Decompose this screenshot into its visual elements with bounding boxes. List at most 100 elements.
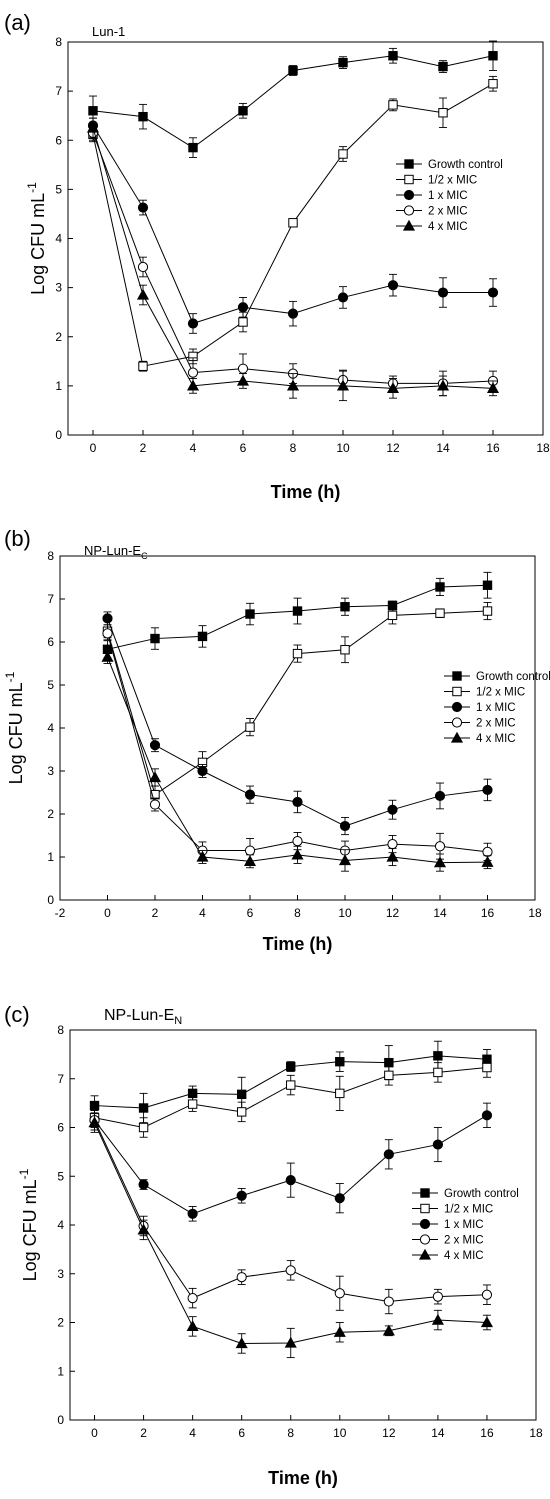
data-point <box>482 784 493 796</box>
data-point <box>339 820 351 832</box>
data-point <box>403 189 415 201</box>
panel-title-text: Lun-1 <box>92 24 125 39</box>
data-point <box>382 1324 395 1336</box>
x-axis-label: Time (h) <box>268 1468 338 1488</box>
data-point <box>338 149 348 159</box>
data-point <box>482 1062 492 1073</box>
data-point <box>383 1296 394 1307</box>
series-line <box>107 656 488 864</box>
data-point <box>235 1337 248 1349</box>
data-point <box>196 850 209 862</box>
data-point <box>336 379 350 391</box>
data-point <box>482 580 493 590</box>
data-point <box>482 846 493 857</box>
data-point <box>420 1203 430 1214</box>
data-point <box>404 159 414 169</box>
x-tick-label: 14 <box>436 441 450 455</box>
x-tick-label: 18 <box>536 441 550 455</box>
data-point <box>138 1122 149 1133</box>
data-point <box>86 121 100 133</box>
y-tick-label: 3 <box>57 1267 64 1281</box>
series-1-2-x-mic <box>102 601 493 804</box>
data-point <box>452 671 462 681</box>
y-axis-label: Log CFU mL-1 <box>17 1168 40 1281</box>
data-point <box>482 606 493 616</box>
data-point <box>187 318 199 329</box>
y-tick-label: 2 <box>57 1316 64 1330</box>
y-tick-label: 1 <box>57 1364 64 1378</box>
data-point <box>88 1116 101 1128</box>
x-tick-label: -2 <box>55 906 66 920</box>
y-tick-label: 4 <box>57 1218 64 1232</box>
y-tick-label: 5 <box>57 1169 64 1183</box>
legend-label: 4 x MIC <box>444 1250 484 1262</box>
data-point <box>288 65 298 76</box>
legend: Growth control 1/2 x MIC 1 x MIC 2 x MIC 4 x… <box>412 1188 519 1262</box>
x-axis-label: Time (h) <box>263 934 333 954</box>
data-point <box>150 633 160 644</box>
data-point <box>338 854 352 866</box>
data-point <box>292 835 303 847</box>
data-point <box>404 174 414 185</box>
x-tick-label: 2 <box>140 1426 147 1440</box>
y-tick-label: 3 <box>47 764 54 778</box>
legend-label: 1 x MIC <box>428 190 468 202</box>
x-tick-label: 16 <box>480 1426 494 1440</box>
x-tick-label: 16 <box>486 441 500 455</box>
x-tick-label: 4 <box>189 1426 196 1440</box>
data-point <box>137 1223 150 1235</box>
series-4-x-mic <box>86 117 500 402</box>
data-point <box>386 382 400 393</box>
y-tick-label: 6 <box>55 133 62 147</box>
data-point <box>285 1175 296 1186</box>
data-point <box>436 379 450 391</box>
series-2-x-mic <box>89 1109 493 1315</box>
data-point <box>138 111 148 122</box>
data-point <box>149 799 161 810</box>
series-line <box>107 633 488 853</box>
data-point <box>101 650 114 662</box>
x-tick-label: 4 <box>190 441 197 455</box>
series-line <box>94 1122 487 1344</box>
data-point <box>438 108 448 118</box>
data-point <box>102 613 113 624</box>
x-tick-label: 8 <box>287 1426 294 1440</box>
data-point <box>387 804 398 815</box>
data-point <box>451 717 463 728</box>
data-point <box>431 1313 444 1325</box>
y-tick-label: 0 <box>55 428 62 442</box>
x-tick-label: 0 <box>104 906 111 920</box>
legend-label: 4 x MIC <box>428 221 468 233</box>
series-1-x-mic <box>89 1102 493 1222</box>
data-point <box>435 582 445 592</box>
data-point <box>419 1218 431 1230</box>
y-axis-label-text: Log CFU mL <box>6 682 26 784</box>
data-point <box>187 1293 198 1304</box>
data-point <box>243 855 257 866</box>
series-growth-control <box>88 40 498 158</box>
data-point <box>197 631 208 642</box>
data-point <box>292 796 303 808</box>
data-point <box>138 361 148 371</box>
data-point <box>452 686 462 697</box>
data-point <box>438 61 448 72</box>
y-tick-label: 2 <box>47 807 54 821</box>
data-point <box>291 848 304 860</box>
y-axis-label-text: Log CFU mL <box>28 193 48 295</box>
data-point <box>387 610 398 621</box>
y-tick-label: 3 <box>55 281 62 295</box>
y-axis-label-sup: -1 <box>3 671 17 682</box>
data-point <box>335 1056 345 1067</box>
data-point <box>433 856 447 868</box>
data-point <box>434 841 446 852</box>
data-point <box>236 374 250 386</box>
data-point <box>486 382 500 393</box>
x-tick-label: 12 <box>382 1426 396 1440</box>
data-point <box>244 845 256 856</box>
data-point <box>187 367 199 378</box>
data-point <box>284 1336 297 1348</box>
y-tick-label: 8 <box>55 35 62 49</box>
y-axis-label-sup: -1 <box>25 182 39 193</box>
series-growth-control <box>102 571 493 659</box>
data-point <box>334 1288 345 1299</box>
